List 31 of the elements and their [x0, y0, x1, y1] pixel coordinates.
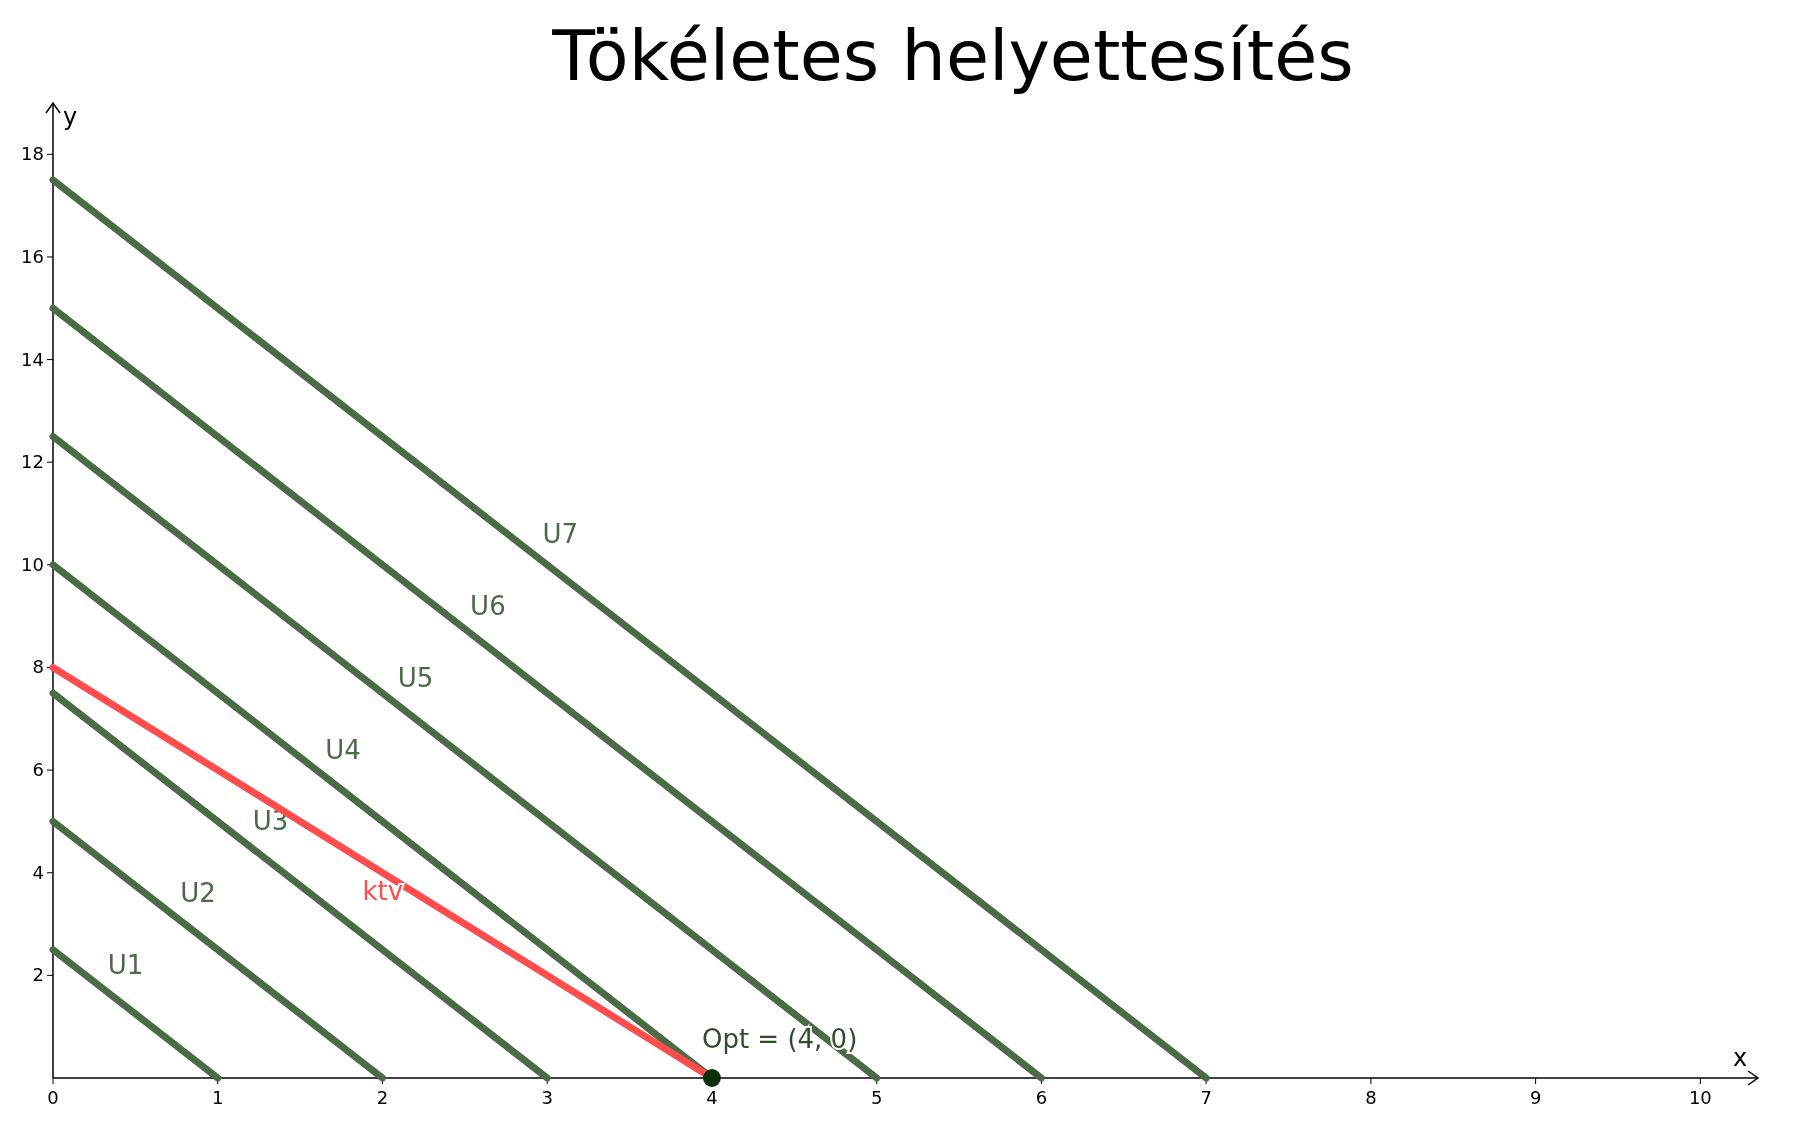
y-tick-label: 4 [32, 861, 44, 883]
series-label: U5 [397, 662, 434, 693]
x-tick-label: 7 [1200, 1087, 1212, 1108]
series-label: U7 [542, 519, 579, 550]
series-label: U1 [107, 950, 144, 981]
y-tick-label: 10 [21, 553, 44, 575]
x-tick-label: 2 [376, 1087, 389, 1108]
x-tick-label: 0 [47, 1087, 59, 1108]
y-tick-label: 14 [21, 348, 44, 370]
x-tick-label: 6 [1035, 1087, 1048, 1108]
x-tick-label: 4 [706, 1087, 718, 1108]
y-tick-label: 18 [21, 143, 44, 165]
y-axis-title: y [63, 103, 78, 131]
y-tick-label: 16 [21, 245, 44, 267]
chart-title: Tökéletes helyettesítés [551, 15, 1354, 97]
y-tick-label: 6 [32, 759, 44, 781]
y-tick-label: 8 [32, 656, 44, 678]
x-tick-label: 8 [1365, 1087, 1377, 1108]
series-label: U2 [180, 878, 216, 909]
x-tick-label: 3 [541, 1087, 553, 1108]
y-tick-label: 12 [21, 451, 44, 473]
y-tick-label: 2 [32, 964, 44, 986]
x-tick-label: 9 [1529, 1087, 1542, 1108]
series-label: U4 [325, 734, 361, 765]
annotation: Opt = (4, 0) [701, 1024, 858, 1054]
x-tick-label: 5 [870, 1087, 883, 1108]
series-label: ktv [362, 876, 404, 907]
x-axis-title: x [1733, 1044, 1748, 1072]
x-tick-label: 10 [1688, 1087, 1712, 1108]
series-label: U6 [470, 590, 506, 621]
x-tick-label: 1 [212, 1087, 224, 1108]
